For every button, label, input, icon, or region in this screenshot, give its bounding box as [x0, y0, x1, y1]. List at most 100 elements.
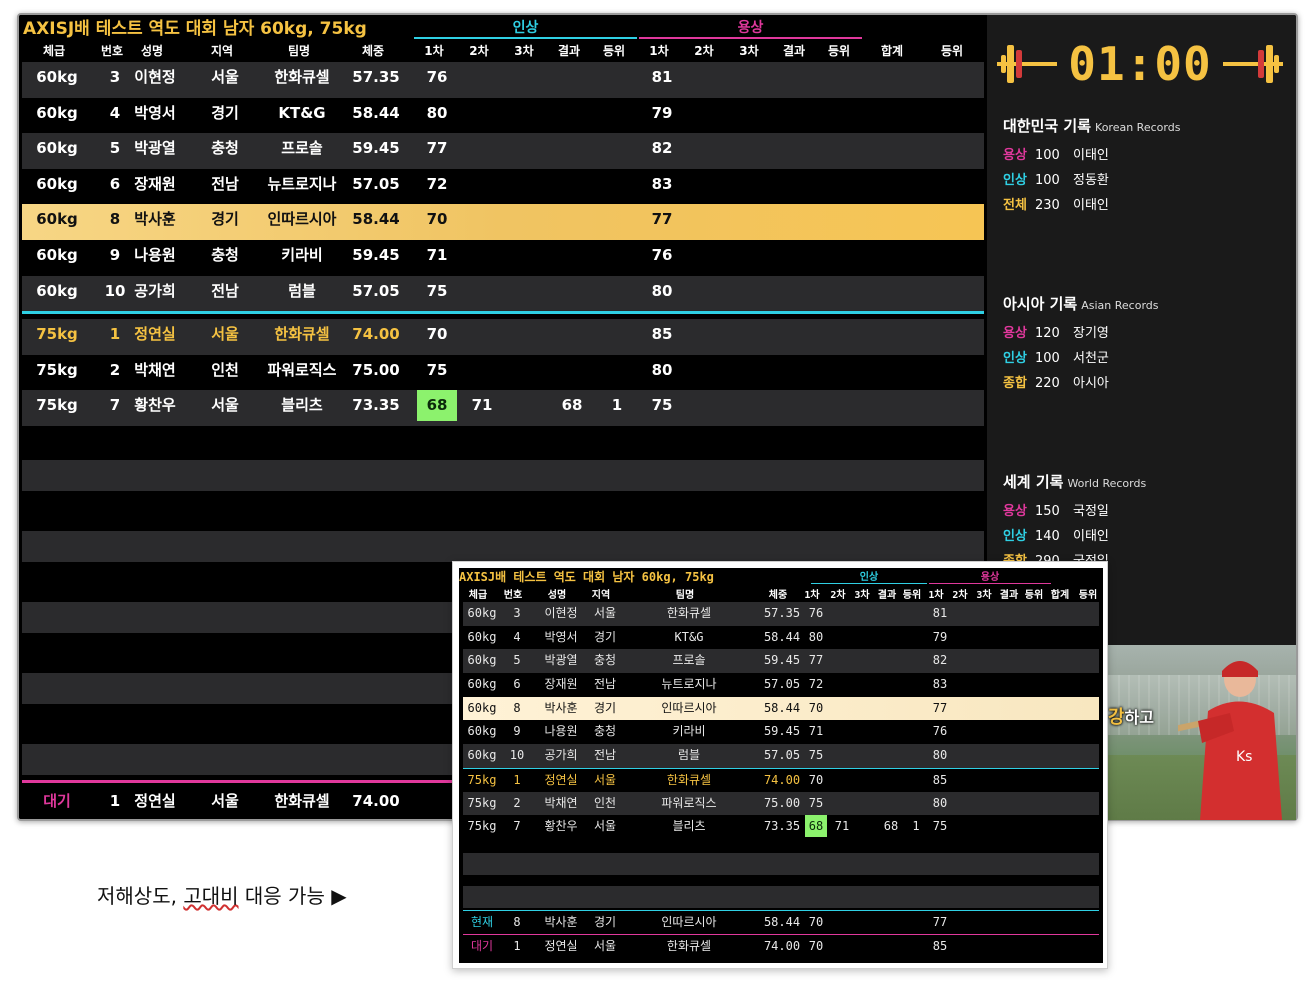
cell-no: 8 [513, 700, 521, 715]
inset-table-row[interactable]: 60kg 10 공가희 전남 럼블 57.05 75 80 [463, 744, 1099, 768]
inset-header: 1차 [928, 590, 944, 601]
inset-table-row[interactable]: 75kg 1 정연실 서울 한화큐셀 74.00 70 85 [463, 767, 1099, 792]
header-snatch-1: 1차 [424, 44, 444, 58]
table-row[interactable]: 75kg 7 황찬우 서울 블리츠 73.35 68 71 68 1 75 [22, 390, 984, 426]
cell-snatch-result: 68 [883, 819, 899, 834]
inset-header: 체급 [468, 590, 488, 601]
table-row[interactable]: 60kg 10 공가희 전남 럼블 57.05 75 80 [22, 275, 984, 312]
cell-team: 한화큐셀 [666, 606, 712, 620]
cell-name: 정연실 [544, 772, 578, 787]
cell-region: 충청 [211, 245, 239, 264]
cell-team: 키라비 [672, 724, 706, 739]
empty-row [463, 853, 1099, 875]
caption-underlined-text: 고대비 [183, 884, 239, 908]
inset-table-row[interactable]: 60kg 6 장재원 전남 뉴트로지나 57.05 72 83 [463, 673, 1099, 697]
weightclass-divider [22, 311, 984, 314]
cell-bodyweight: 58.44 [352, 103, 400, 122]
timer-display: 01:00 [1068, 37, 1212, 91]
snatch-group-header: 인상 [414, 17, 637, 39]
header-snatch-3: 3차 [514, 44, 534, 58]
cell-weightclass: 75kg [467, 772, 497, 787]
cell-snatch-1: 80 [808, 629, 824, 644]
table-row[interactable]: 75kg 2 박채연 인천 파워로직스 75.00 75 80 [22, 354, 984, 391]
cell-team: 블리츠 [281, 396, 323, 415]
inset-current-row[interactable]: 현재 8 박사훈 경기 인따르시아 58.44 70 77 [463, 910, 1099, 932]
header-cj-2: 2차 [694, 44, 714, 58]
cell-region: 경기 [211, 103, 239, 122]
inset-header: 등위 [1078, 590, 1098, 601]
cell-snatch-1: 76 [808, 606, 824, 620]
cell-name: 박채연 [134, 360, 176, 379]
cell-name: 박사훈 [544, 915, 578, 929]
cell-name: 장재원 [134, 174, 176, 193]
cell-bodyweight: 59.45 [352, 245, 400, 264]
cell-region: 서울 [593, 606, 617, 620]
inset-waiting-row[interactable]: 대기 1 정연실 서울 한화큐셀 74.00 70 85 [463, 934, 1099, 956]
cell-no: 4 [109, 103, 121, 122]
inset-table-row[interactable]: 60kg 5 박광열 충청 프로솔 59.45 77 82 [463, 649, 1099, 674]
inset-header: 1차 [804, 590, 820, 601]
cell-no: 9 [109, 245, 121, 264]
table-row[interactable]: 60kg 4 박영서 경기 KT&G 58.44 80 79 [22, 97, 984, 134]
header-bodyweight: 체중 [361, 44, 385, 58]
cell-snatch-result: 68 [561, 396, 583, 415]
cell-no: 4 [513, 629, 521, 644]
inset-table-row-current[interactable]: 60kg 8 박사훈 경기 인따르시아 58.44 70 77 [463, 696, 1099, 721]
inset-header: 3차 [976, 590, 992, 601]
cell-snatch-rank: 1 [611, 396, 623, 415]
cell-no: 8 [109, 210, 121, 229]
cell-team: 키라비 [281, 245, 323, 264]
cell-bodyweight: 57.35 [352, 68, 400, 86]
inset-table-row[interactable]: 75kg 2 박채연 인천 파워로직스 75.00 75 80 [463, 791, 1099, 816]
cell-no: 8 [513, 915, 521, 929]
cell-cj-1: 80 [932, 748, 948, 763]
cell-no: 9 [513, 724, 521, 739]
cell-team: 인따르시아 [267, 210, 337, 229]
athlete-rows-75kg: 75kg 1 정연실 서울 한화큐셀 74.00 70 85 75kg 2 박채… [22, 319, 984, 426]
record-line: 용상 150 국정일 [1003, 504, 1109, 519]
cell-region: 서울 [593, 819, 617, 834]
cell-name: 나용원 [134, 245, 176, 264]
header-no: 번호 [100, 44, 124, 58]
table-row[interactable]: 75kg 1 정연실 서울 한화큐셀 74.00 70 85 [22, 319, 984, 355]
cell-weightclass: 60kg [467, 629, 497, 644]
cell-snatch-1: 71 [426, 245, 448, 264]
table-row[interactable]: 60kg 5 박광열 충청 프로솔 59.45 77 82 [22, 133, 984, 169]
records-title: 대한민국 기록 Korean Records [1003, 117, 1181, 135]
inset-header: 합계 [1050, 590, 1070, 601]
cell-team: 파워로직스 [661, 795, 717, 810]
table-row-current-lifter[interactable]: 60kg 8 박사훈 경기 인따르시아 58.44 70 77 [22, 204, 984, 240]
cell-name: 황찬우 [134, 396, 176, 415]
cell-region: 서울 [211, 68, 239, 86]
inset-table-row[interactable]: 60kg 4 박영서 경기 KT&G 58.44 80 79 [463, 625, 1099, 650]
cell-name: 장재원 [544, 677, 578, 692]
cell-team: KT&G [674, 629, 704, 644]
cell-no: 6 [513, 677, 521, 692]
cell-team: 한화큐셀 [666, 772, 712, 787]
inset-table-row[interactable]: 60kg 3 이현정 서울 한화큐셀 57.35 76 81 [463, 602, 1099, 626]
cell-snatch-1: 70 [808, 939, 824, 953]
cell-team: 한화큐셀 [666, 939, 712, 953]
cell-cj-1: 77 [932, 915, 948, 929]
cell-weightclass: 60kg [467, 748, 497, 763]
cell-region: 경기 [211, 210, 239, 229]
cell-no: 2 [109, 360, 121, 379]
cell-region: 경기 [593, 915, 617, 929]
column-headers: 체급 번호 성명 지역 팀명 체중 1차 2차 3차 결과 등위 1차 2차 3… [19, 42, 987, 60]
cell-team: 럼블 [288, 281, 316, 300]
cell-bodyweight: 58.44 [763, 915, 801, 929]
waiting-row[interactable]: 대기 1 정연실 서울 한화큐셀 74.00 [22, 786, 984, 817]
korean-records: 대한민국 기록 Korean Records 용상 100 이태인 인상 100 정동환 … [1003, 115, 1283, 213]
inset-table-row[interactable]: 60kg 9 나용원 충청 키라비 59.45 71 76 [463, 720, 1099, 745]
table-row[interactable]: 60kg 9 나용원 충청 키라비 59.45 71 76 [22, 239, 984, 276]
cell-snatch-1: 70 [426, 210, 448, 229]
table-row[interactable]: 60kg 6 장재원 전남 뉴트로지나 57.05 72 83 [22, 168, 984, 205]
cell-weightclass: 60kg [36, 174, 78, 193]
video-preview[interactable]: Ks 강하고 [1108, 645, 1296, 820]
inset-table-row[interactable]: 75kg 7 황찬우 서울 블리츠 73.35 68 71 68 1 75 [463, 815, 1099, 839]
table-row[interactable]: 60kg 3 이현정 서울 한화큐셀 57.35 76 81 [22, 62, 984, 98]
header-cj-rank: 등위 [827, 44, 851, 58]
cell-cj-1: 80 [932, 795, 948, 810]
cell-name: 정연실 [544, 939, 578, 953]
cell-bodyweight: 75.00 [763, 795, 801, 810]
